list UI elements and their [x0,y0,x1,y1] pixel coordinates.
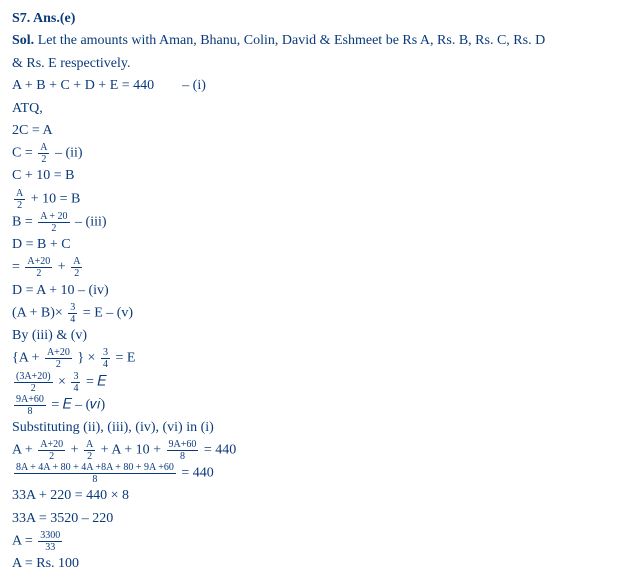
eq-i-body: A + B + C + D + E = 440 [12,78,154,93]
sol-label: Sol. [12,33,34,48]
eq-sub-post: = 440 [204,443,236,458]
eq-iii-post: – (iii) [75,215,107,230]
substituting: Substituting (ii), (iii), (iv), (vi) in … [12,417,611,439]
eq-c10b: C + 10 = B [12,165,611,187]
frac-a20-2: A+202 [25,256,52,279]
eq-2c: 2C = A [12,120,611,142]
eq-d-expand: = A+202 + A2 [12,256,611,279]
frac-a20-2-b: A+202 [45,347,72,370]
frac-a-over-2: A2 [38,142,49,165]
frac-3-4-c: 34 [71,371,80,394]
frac-9a60-8-b: 9A+608 [167,439,199,462]
eq-v-post: = E – (v) [83,306,133,321]
eq-d-bc: D = B + C [12,234,611,256]
eq-a-frac-pre: A = [12,534,36,549]
eq-d-expand-mid: + [58,260,69,275]
frac-a-2: A2 [71,256,82,279]
eq-3a20: (3A+20)2 × 34 = 𝐸 [12,371,611,394]
eq-brace-post: = E [115,351,135,366]
eq-sub: A + A+202 + A2 + A + 10 + 9A+608 = 440 [12,439,611,462]
eq-ii-post: – (ii) [55,146,83,161]
eq-33a: 33A + 220 = 440 × 8 [12,485,611,507]
eq-v-pre: (A + B)× [12,306,66,321]
eq-ii-pre: C = [12,146,36,161]
eq-d-expand-pre: = [12,260,23,275]
solution-intro-2: & Rs. E respectively. [12,53,611,75]
frac-3300-33: 330033 [38,530,62,553]
eq-sub-m1: + [71,443,82,458]
eq-a2-10-b: A2 + 10 = B [12,188,611,211]
eq-brace-mid: } × [77,351,99,366]
eq-33a-2: 33A = 3520 – 220 [12,508,611,530]
by-iii-v: By (iii) & (v) [12,325,611,347]
eq-i-tag: – (i) [182,78,206,93]
eq-long: 8A + 4A + 80 + 4A +8A + 80 + 9A +608 = 4… [12,462,611,485]
answer-header: S7. Ans.(e) [12,8,611,30]
eq-final: A = Rs. 100 [12,553,611,575]
frac-a-2-c: A2 [84,439,95,462]
frac-a-over-2-b: A2 [14,188,25,211]
eq-3a20-post: = 𝐸 [86,374,106,389]
frac-long-8: 8A + 4A + 80 + 4A +8A + 80 + 9A +608 [14,462,176,485]
frac-3-4-b: 34 [101,347,110,370]
eq-brace-pre: {A + [12,351,43,366]
eq-a-frac: A = 330033 [12,530,611,553]
eq-a2-10-b-post: + 10 = B [31,192,81,207]
frac-9a60-8: 9A+608 [14,394,46,417]
eq-vi: 9A+608 = 𝐸 – (𝑣𝑖) [12,394,611,417]
eq-sub-pre: A + [12,443,36,458]
frac-3-4: 34 [68,302,77,325]
eq-3a20-mid: × [58,374,69,389]
eq-i: A + B + C + D + E = 440 – (i) [12,75,611,97]
solution-intro-1: Sol. Let the amounts with Aman, Bhanu, C… [12,30,611,52]
eq-brace: {A + A+202 } × 34 = E [12,347,611,370]
eq-iii: B = A + 202 – (iii) [12,211,611,234]
eq-iii-pre: B = [12,215,36,230]
frac-3a20-2: (3A+20)2 [14,371,53,394]
eq-vi-post: = 𝐸 – (𝑣𝑖) [51,397,105,412]
eq-iv: D = A + 10 – (iv) [12,280,611,302]
frac-a20-over-2: A + 202 [38,211,69,234]
frac-a20-2-c: A+202 [38,439,65,462]
eq-long-post: = 440 [181,466,213,481]
eq-ii: C = A2 – (ii) [12,142,611,165]
eq-sub-m2: + A + 10 + [101,443,165,458]
intro-text-a: Let the amounts with Aman, Bhanu, Colin,… [34,33,545,48]
atq: ATQ, [12,98,611,120]
eq-v: (A + B)× 34 = E – (v) [12,302,611,325]
